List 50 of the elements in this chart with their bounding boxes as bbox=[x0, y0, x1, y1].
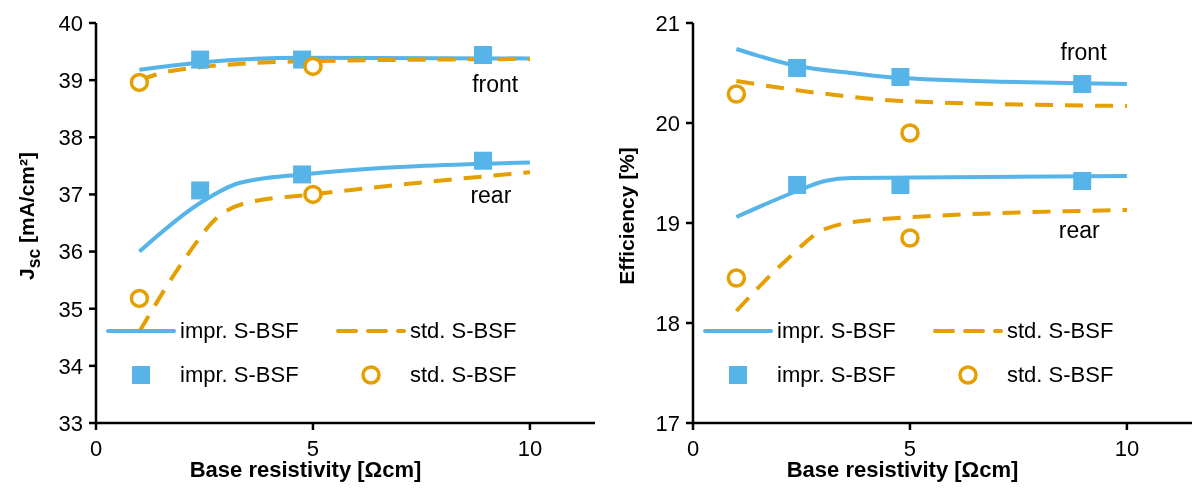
y-tick-label: 19 bbox=[655, 210, 680, 236]
legend-label: std. S-BSF bbox=[1007, 362, 1114, 388]
point bbox=[191, 50, 210, 69]
point bbox=[891, 68, 910, 86]
point bbox=[474, 46, 493, 64]
annotation: front bbox=[1060, 38, 1107, 66]
point bbox=[788, 59, 807, 77]
y-tick-label: 20 bbox=[655, 110, 680, 136]
y-tick-label: 35 bbox=[58, 296, 83, 322]
point bbox=[726, 84, 747, 104]
y-tick-label: 36 bbox=[58, 239, 83, 265]
x-tick-label: 0 bbox=[89, 435, 103, 461]
point bbox=[474, 151, 493, 170]
point bbox=[129, 288, 150, 309]
legend-label: impr. S-BSF bbox=[180, 318, 299, 344]
legend-label: std. S-BSF bbox=[410, 362, 517, 388]
y-tick-label: 40 bbox=[58, 10, 83, 36]
line-series bbox=[734, 208, 1129, 313]
legend-label: impr. S-BSF bbox=[777, 362, 896, 388]
point bbox=[900, 123, 920, 143]
point bbox=[293, 165, 312, 184]
y-axis-title: Efficiency [%] bbox=[615, 146, 639, 285]
point bbox=[191, 181, 210, 200]
y-tick-label: 34 bbox=[58, 353, 83, 379]
point bbox=[303, 184, 323, 205]
legend-label: std. S-BSF bbox=[1007, 318, 1114, 344]
legend-label: std. S-BSF bbox=[410, 318, 517, 344]
y-tick-label: 21 bbox=[655, 10, 680, 36]
point bbox=[900, 228, 920, 248]
x-tick-label: 10 bbox=[1114, 435, 1140, 461]
y-tick-label: 39 bbox=[58, 67, 83, 93]
point bbox=[726, 268, 747, 288]
annotation: front bbox=[472, 70, 519, 98]
annotation: rear bbox=[470, 181, 512, 209]
annotation: rear bbox=[1058, 216, 1100, 244]
x-tick-label: 10 bbox=[517, 435, 543, 461]
point bbox=[1073, 75, 1092, 93]
y-tick-label: 37 bbox=[58, 182, 83, 208]
y-tick-label: 38 bbox=[58, 125, 83, 151]
legend-label: impr. S-BSF bbox=[180, 362, 299, 388]
y-tick-label: 17 bbox=[655, 410, 680, 436]
point bbox=[129, 72, 150, 93]
y-tick-label: 18 bbox=[655, 310, 680, 336]
line-series bbox=[734, 174, 1129, 219]
x-tick-label: 0 bbox=[686, 435, 700, 461]
y-tick-label: 33 bbox=[58, 410, 83, 436]
legend-label: impr. S-BSF bbox=[777, 318, 896, 344]
point bbox=[1073, 172, 1092, 190]
point bbox=[303, 56, 323, 77]
point bbox=[788, 176, 807, 194]
